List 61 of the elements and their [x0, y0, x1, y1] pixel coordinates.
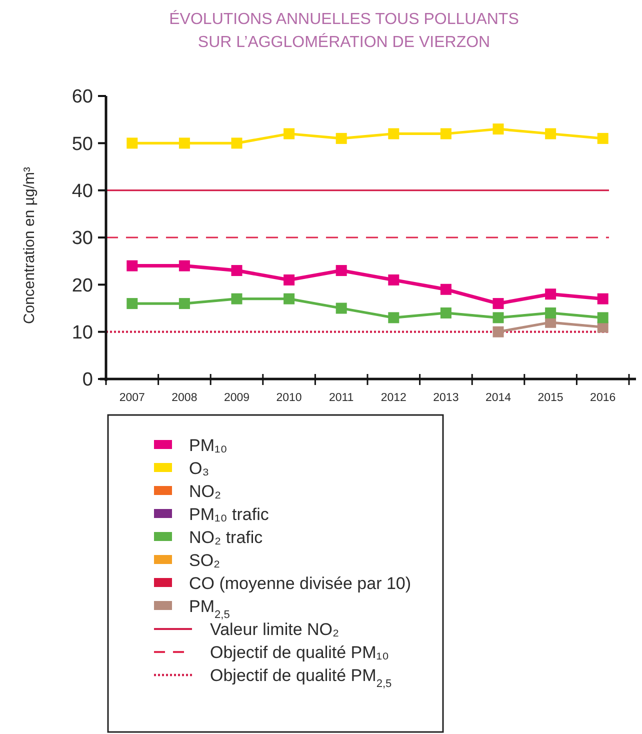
point	[336, 302, 347, 314]
point	[440, 128, 452, 140]
legend-label: Objectif de qualité PM₁₀	[210, 643, 390, 662]
x-tick-label: 2016	[590, 392, 616, 404]
point	[231, 265, 242, 276]
point	[492, 298, 504, 310]
point	[336, 132, 347, 144]
legend-label: PM₁₀	[189, 436, 228, 455]
y-tick-label: 20	[72, 275, 93, 296]
legend-label: PM₁₀ trafic	[189, 505, 270, 524]
point	[388, 274, 400, 286]
x-tick-label: 2014	[485, 392, 512, 404]
point	[178, 298, 190, 310]
legend-label: O₃	[189, 459, 210, 478]
legend-label: NO₂	[189, 482, 222, 501]
legend-label: NO₂ trafic	[189, 528, 264, 547]
y-tick-label: 30	[72, 228, 93, 250]
point	[492, 326, 504, 338]
point	[178, 138, 190, 149]
point	[545, 307, 556, 318]
point	[388, 312, 400, 324]
y-tick-label: 40	[72, 180, 93, 202]
point	[336, 265, 347, 276]
legend-label: Valeur limite NO₂	[210, 620, 340, 639]
legend-label: Objectif de qualité PM$_{2,5}$	[210, 666, 392, 690]
x-tick-label: 2007	[119, 392, 145, 404]
x-tick-label: 2011	[328, 392, 354, 404]
legend-label: SO₂	[189, 551, 220, 570]
point	[492, 312, 504, 324]
point	[126, 260, 138, 272]
point	[545, 128, 556, 140]
point	[126, 298, 138, 310]
point	[284, 293, 295, 304]
point	[231, 293, 242, 304]
chart-title: ÉVOLUTIONS ANNUELLES TOUS POLLUANTS SUR L’AGGLOMÉRATION DE VIERZON	[169, 10, 519, 51]
x-tick-label: 2013	[433, 392, 459, 404]
point	[440, 307, 452, 318]
y-axis-title: Concentration en µg/m³	[21, 166, 38, 324]
point	[284, 128, 295, 140]
x-tick-label: 2008	[172, 392, 198, 404]
point	[178, 260, 190, 272]
point	[231, 138, 242, 149]
y-tick-label: 10	[72, 322, 93, 344]
legend-label: PM$_{2,5}$	[189, 597, 230, 621]
point	[597, 132, 608, 144]
point	[126, 138, 138, 149]
point	[492, 124, 504, 135]
point	[545, 288, 556, 300]
legend-label: CO (moyenne divisée par 10)	[189, 574, 412, 593]
x-tick-label: 2010	[276, 392, 302, 404]
y-tick-label: 50	[72, 134, 93, 155]
x-tick-label: 2009	[224, 392, 250, 404]
point	[597, 312, 608, 324]
x-tick-label: 2012	[380, 392, 406, 404]
point	[284, 274, 295, 286]
point	[597, 293, 608, 304]
y-tick-label: 0	[82, 370, 93, 391]
point	[440, 284, 452, 295]
x-tick-label: 2015	[538, 392, 564, 404]
y-tick-label: 60	[72, 86, 93, 108]
point	[388, 128, 400, 140]
